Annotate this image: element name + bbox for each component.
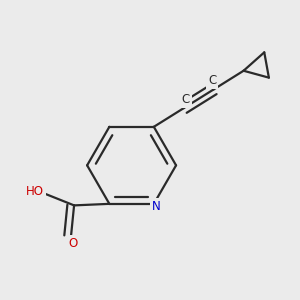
Text: C: C (208, 74, 216, 87)
Text: N: N (152, 200, 161, 213)
Text: HO: HO (26, 185, 44, 198)
Text: O: O (68, 237, 77, 250)
Text: C: C (181, 93, 189, 106)
